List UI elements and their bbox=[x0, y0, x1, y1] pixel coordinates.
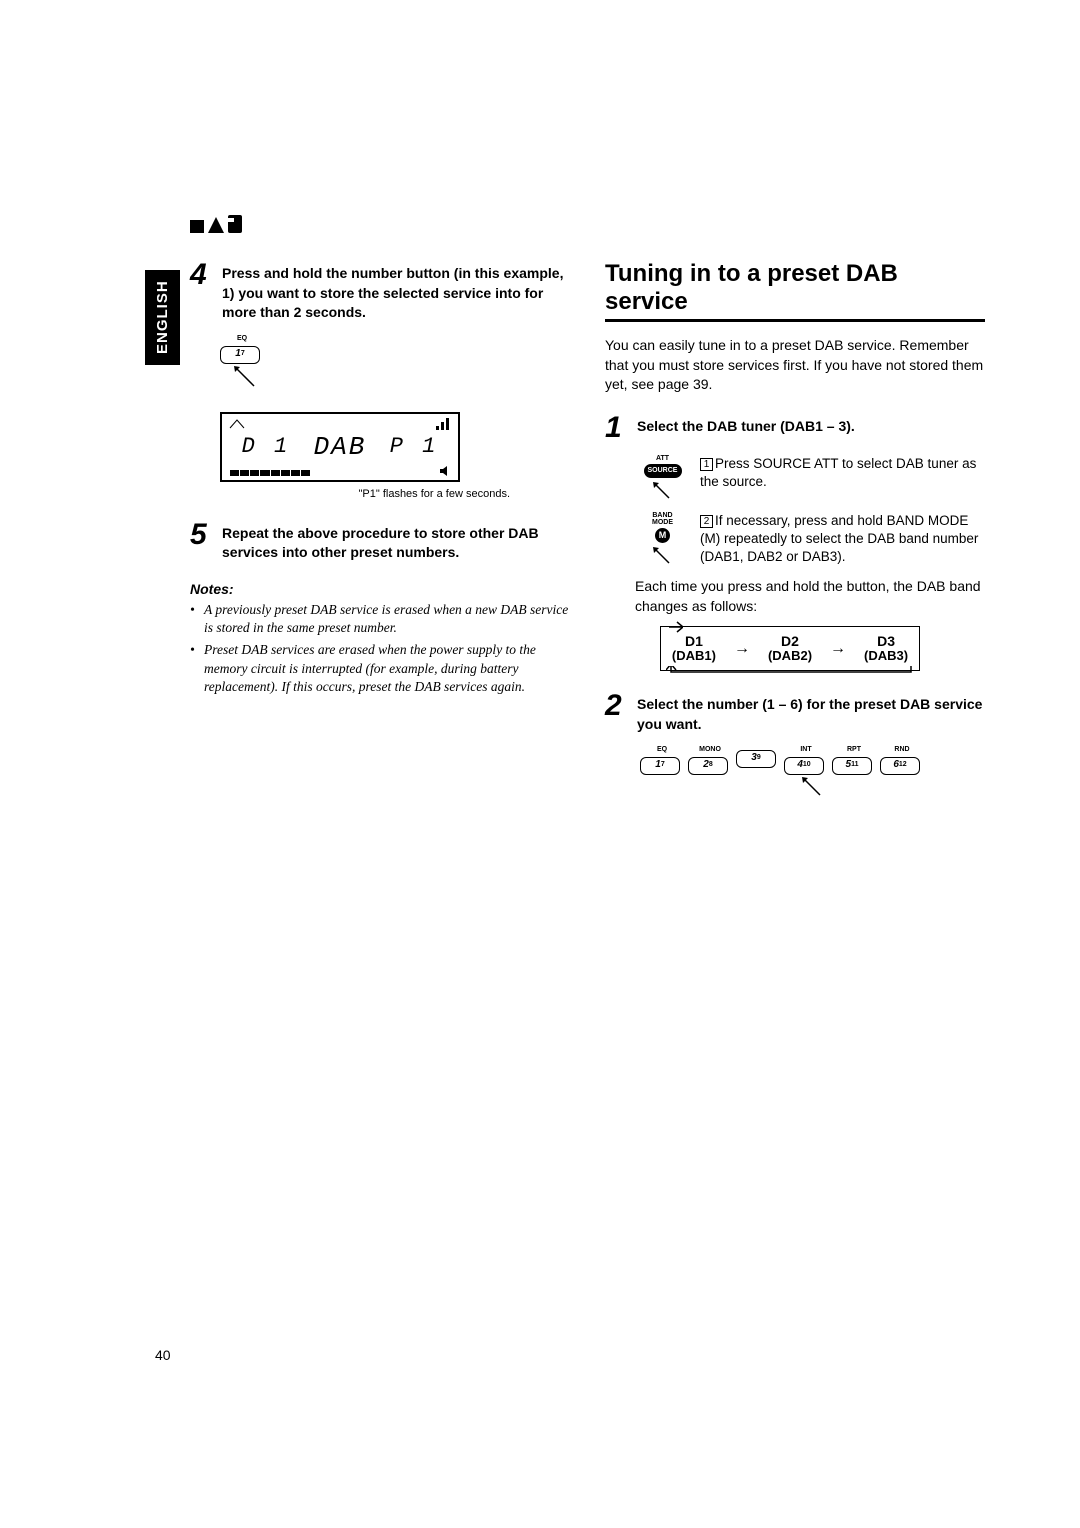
cycle-label: D2 bbox=[768, 633, 812, 649]
cycle-arrow-icon bbox=[669, 621, 683, 633]
substep-body: Press SOURCE ATT to select DAB tuner as … bbox=[700, 456, 976, 489]
step-text: Repeat the above procedure to store othe… bbox=[222, 520, 570, 563]
substep-2: BAND MODE M 2If necessary, press and hol… bbox=[635, 512, 985, 567]
preset-button-graphic: EQ 17 bbox=[220, 335, 570, 394]
boxed-number: 2 bbox=[700, 515, 713, 528]
step-2: 2 Select the number (1 – 6) for the pres… bbox=[605, 691, 985, 734]
cycle-d1: D1(DAB1) bbox=[672, 633, 716, 664]
preset-button: RPT 511 bbox=[832, 746, 876, 775]
speaker-icon bbox=[440, 466, 452, 476]
pointer-arrow-icon bbox=[800, 775, 830, 801]
preset-button: MONO 28 bbox=[688, 746, 732, 775]
step-number: 2 bbox=[605, 691, 627, 734]
cycle-d2: D2(DAB2) bbox=[768, 633, 812, 664]
preset-btn: 511 bbox=[832, 757, 872, 775]
lcd-caption: "P1" flashes for a few seconds. bbox=[220, 488, 570, 500]
note-item: A previously preset DAB service is erase… bbox=[190, 601, 570, 637]
title-rule bbox=[605, 319, 985, 322]
att-label: ATT bbox=[656, 455, 669, 462]
pointer-arrow-icon bbox=[232, 364, 262, 394]
source-button-graphic: ATT SOURCE bbox=[635, 455, 690, 502]
page-number: 40 bbox=[155, 1347, 171, 1363]
step-number: 5 bbox=[190, 520, 212, 563]
step-text: Select the DAB tuner (DAB1 – 3). bbox=[637, 413, 855, 443]
step-text: Select the number (1 – 6) for the preset… bbox=[637, 691, 985, 734]
substep-body: If necessary, press and hold BAND MODE (… bbox=[700, 513, 978, 564]
content-columns: 4 Press and hold the number button (in t… bbox=[190, 260, 985, 806]
preset-label: RPT bbox=[832, 746, 876, 753]
arrow-icon: → bbox=[830, 640, 846, 658]
each-time-text: Each time you press and hold the button,… bbox=[635, 577, 985, 616]
antenna-icon bbox=[228, 418, 246, 430]
cycle-label: D3 bbox=[864, 633, 908, 649]
arrow-icon: → bbox=[734, 640, 750, 658]
note-item: Preset DAB services are erased when the … bbox=[190, 641, 570, 696]
cycle-return-icon bbox=[666, 666, 916, 678]
preset-1-button: 17 bbox=[220, 346, 260, 364]
preset-btn: 17 bbox=[640, 757, 680, 775]
substep-text: 2If necessary, press and hold BAND MODE … bbox=[700, 512, 985, 567]
preset-label: INT bbox=[784, 746, 828, 753]
substep-text: 1Press SOURCE ATT to select DAB tuner as… bbox=[700, 455, 985, 502]
left-column: 4 Press and hold the number button (in t… bbox=[190, 260, 570, 806]
cycle-sub: (DAB2) bbox=[768, 649, 812, 664]
band-mode-label: BAND MODE bbox=[652, 512, 673, 526]
preset-btn: 39 bbox=[736, 750, 776, 768]
lcd-preset: P 1 bbox=[390, 434, 439, 459]
step-text: Press and hold the number button (in thi… bbox=[222, 260, 570, 323]
preset-sup: 7 bbox=[241, 350, 245, 357]
lcd-band: D 1 bbox=[242, 434, 291, 459]
signal-icon bbox=[436, 418, 452, 432]
preset-btn: 28 bbox=[688, 757, 728, 775]
section-title: Tuning in to a preset DAB service bbox=[605, 260, 985, 315]
dab-logo bbox=[190, 205, 250, 235]
preset-btn: 612 bbox=[880, 757, 920, 775]
boxed-number: 1 bbox=[700, 458, 713, 471]
pointer-arrow-icon bbox=[651, 480, 675, 502]
cycle-sub: (DAB3) bbox=[864, 649, 908, 664]
step-1: 1 Select the DAB tuner (DAB1 – 3). bbox=[605, 413, 985, 443]
cycle-label: D1 bbox=[672, 633, 716, 649]
cycle-sub: (DAB1) bbox=[672, 649, 716, 664]
preset-button: RND 612 bbox=[880, 746, 924, 775]
notes-list: A previously preset DAB service is erase… bbox=[190, 601, 570, 696]
preset-label: EQ bbox=[640, 746, 684, 753]
lcd-center: DAB bbox=[314, 432, 367, 462]
language-tab: ENGLISH bbox=[145, 270, 180, 365]
section-intro: You can easily tune in to a preset DAB s… bbox=[605, 336, 985, 395]
step-number: 4 bbox=[190, 260, 212, 323]
notes-heading: Notes: bbox=[190, 581, 570, 597]
preset-buttons-row: EQ 17MONO 28 39INT 410RPT 511RND 612 bbox=[640, 746, 985, 806]
preset-label: EQ bbox=[220, 335, 264, 342]
substep-1: ATT SOURCE 1Press SOURCE ATT to select D… bbox=[635, 455, 985, 502]
cycle-d3: D3(DAB3) bbox=[864, 633, 908, 664]
source-button: SOURCE bbox=[644, 464, 682, 478]
lcd-display: D 1 DAB P 1 bbox=[220, 412, 460, 482]
step-4: 4 Press and hold the number button (in t… bbox=[190, 260, 570, 323]
preset-label: MONO bbox=[688, 746, 732, 753]
band-button-graphic: BAND MODE M bbox=[635, 512, 690, 567]
preset-button: 39 bbox=[736, 746, 780, 775]
preset-label: RND bbox=[880, 746, 924, 753]
preset-btn: 410 bbox=[784, 757, 824, 775]
m-button: M bbox=[655, 528, 670, 543]
right-column: Tuning in to a preset DAB service You ca… bbox=[605, 260, 985, 806]
step-5: 5 Repeat the above procedure to store ot… bbox=[190, 520, 570, 563]
step-number: 1 bbox=[605, 413, 627, 443]
preset-button: INT 410 bbox=[784, 746, 828, 775]
pointer-arrow-icon bbox=[651, 545, 675, 567]
preset-button: EQ 17 bbox=[640, 746, 684, 775]
level-bars-icon bbox=[230, 470, 310, 476]
band-cycle-diagram: D1(DAB1) → D2(DAB2) → D3(DAB3) bbox=[660, 626, 920, 671]
